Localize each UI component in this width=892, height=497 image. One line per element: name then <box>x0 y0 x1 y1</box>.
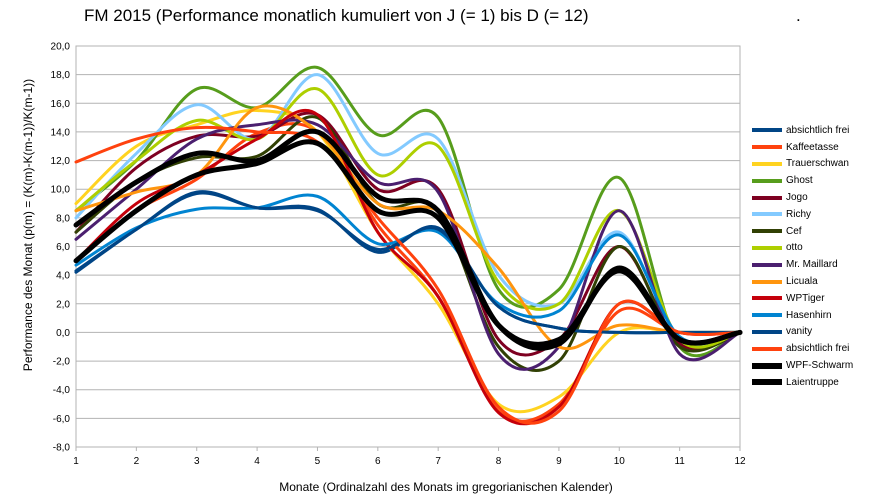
legend-swatch <box>752 296 782 301</box>
legend-label: otto <box>786 242 803 254</box>
legend-label: vanity <box>786 326 813 338</box>
x-tick-label: 7 <box>435 456 441 467</box>
series-line <box>74 118 742 371</box>
legend-label: Mr. Maillard <box>786 259 838 271</box>
legend-swatch <box>752 212 782 217</box>
legend-label: Ghost <box>786 175 813 187</box>
legend-item: otto <box>752 240 853 257</box>
x-tick-label: 2 <box>134 456 140 467</box>
x-tick-label: 12 <box>734 456 746 467</box>
x-tick-label: 9 <box>556 456 562 467</box>
legend-item: vanity <box>752 324 853 341</box>
legend-item: Mr. Maillard <box>752 256 853 273</box>
legend-label: Kaffeetasse <box>786 141 839 153</box>
chart-title: FM 2015 (Performance monatlich kumuliert… <box>84 6 589 25</box>
legend-swatch <box>752 245 782 250</box>
legend-label: WPF-Schwarm <box>786 360 854 372</box>
y-tick-label: 0,0 <box>56 328 70 339</box>
legend-item: Cef <box>752 223 853 240</box>
series-line <box>74 65 742 357</box>
legend-label: WPTiger <box>786 292 825 304</box>
legend-label: Trauerschwan <box>786 158 849 170</box>
legend-swatch <box>752 279 782 284</box>
chart-title-suffix: . <box>796 6 801 25</box>
x-tick-label: 6 <box>375 456 381 467</box>
plot-area-frame <box>75 45 741 448</box>
y-tick-label: 20,0 <box>51 42 71 53</box>
legend-swatch <box>752 178 782 183</box>
legend-label: absichtlich frei <box>786 124 850 136</box>
legend-item: WPF-Schwarm <box>752 357 853 374</box>
legend-swatch <box>752 128 782 133</box>
legend-item: Kaffeetasse <box>752 139 853 156</box>
series-lines <box>73 65 743 426</box>
legend-swatch <box>752 262 782 267</box>
series-line <box>74 190 742 335</box>
y-tick-label: 16,0 <box>51 99 71 110</box>
legend-label: Cef <box>786 225 802 237</box>
legend-swatch <box>752 229 782 234</box>
y-tick-label: -4,0 <box>53 385 71 396</box>
y-axis-label: Performance des Monat (p(m) = (K(m)-K(m-… <box>21 78 35 372</box>
legend-label: Laientruppe <box>786 376 839 388</box>
y-tick-label: 18,0 <box>51 70 71 81</box>
legend-item: Ghost <box>752 172 853 189</box>
x-tick-label: 3 <box>194 456 200 467</box>
legend: absichtlich frei Kaffeetasse Trauerschwan G… <box>752 122 853 391</box>
x-tick-label: 5 <box>315 456 321 467</box>
series-line <box>74 73 742 348</box>
legend-swatch <box>752 362 782 369</box>
legend-item: WPTiger <box>752 290 853 307</box>
legend-swatch <box>752 329 782 334</box>
legend-item: absichtlich frei <box>752 122 853 139</box>
x-tick-label: 4 <box>254 456 260 467</box>
legend-label: absichtlich frei <box>786 343 850 355</box>
y-tick-label: -8,0 <box>53 443 71 454</box>
legend-label: Licuala <box>786 276 818 288</box>
y-tick-label: 10,0 <box>51 185 71 196</box>
y-tick-label: 2,0 <box>56 299 70 310</box>
tick-labels: -8,0 -6,0 -4,0 -2,0 0,0 2,0 4,0 6,0 8,0 10,0 12,0 1… <box>51 42 746 468</box>
legend-item: Hasenhirn <box>752 307 853 324</box>
series-line <box>74 125 742 425</box>
legend-label: Richy <box>786 208 812 220</box>
legend-label: Hasenhirn <box>786 309 832 321</box>
legend-label: Jogo <box>786 192 808 204</box>
y-tick-label: -6,0 <box>53 414 71 425</box>
legend-swatch <box>752 145 782 150</box>
x-tick-label: 8 <box>496 456 502 467</box>
y-tick-label: 6,0 <box>56 242 70 253</box>
legend-swatch <box>752 379 782 386</box>
legend-swatch <box>752 313 782 318</box>
x-tick-label: 1 <box>73 456 79 467</box>
legend-item: Richy <box>752 206 853 223</box>
series-line <box>73 139 743 347</box>
x-axis-label: Monate (Ordinalzahl des Monats im gregor… <box>279 480 613 494</box>
y-tick-label: 8,0 <box>56 213 70 224</box>
y-tick-label: 12,0 <box>51 156 71 167</box>
legend-swatch <box>752 195 782 200</box>
y-tick-label: 4,0 <box>56 271 70 282</box>
axes <box>75 45 741 451</box>
legend-swatch <box>752 346 782 351</box>
x-tick-label: 11 <box>674 456 685 467</box>
legend-item: absichtlich frei <box>752 340 853 357</box>
legend-swatch <box>752 161 782 166</box>
legend-item: Licuala <box>752 273 853 290</box>
legend-item: Laientruppe <box>752 374 853 391</box>
series-line <box>74 193 742 345</box>
legend-item: Jogo <box>752 189 853 206</box>
x-tick-label: 10 <box>614 456 626 467</box>
legend-item: Trauerschwan <box>752 156 853 173</box>
y-tick-label: 14,0 <box>51 127 71 138</box>
series-line <box>74 122 742 423</box>
series-line <box>74 111 742 357</box>
y-tick-label: -2,0 <box>53 357 71 368</box>
